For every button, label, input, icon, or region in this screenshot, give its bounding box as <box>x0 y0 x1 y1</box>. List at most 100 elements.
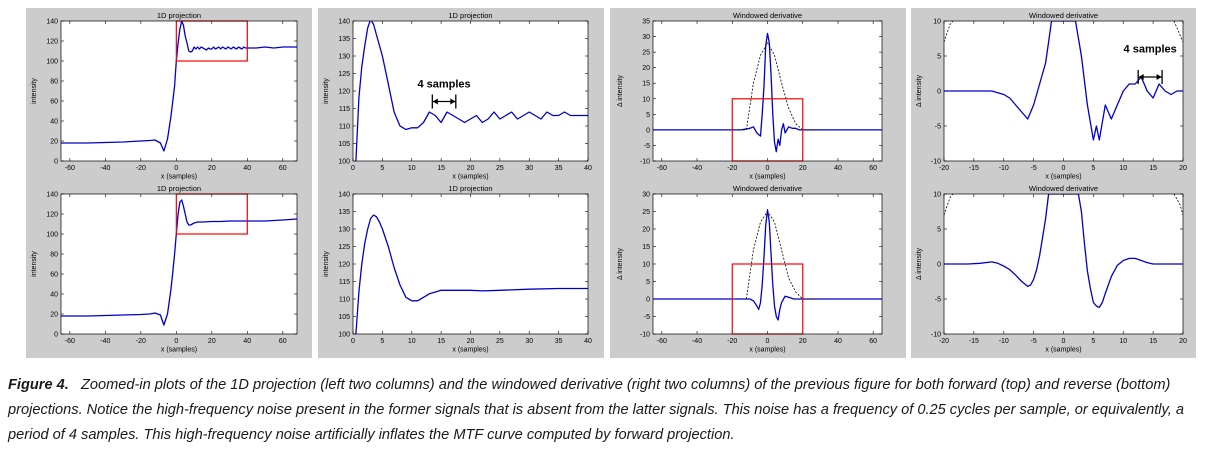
plot-area <box>61 194 297 334</box>
chart-title: Windowed derivative <box>1029 184 1098 193</box>
signal-line <box>653 209 882 321</box>
y-tick-label: 80 <box>50 252 58 259</box>
x-tick-label: 20 <box>1179 338 1187 345</box>
x-tick-label: -15 <box>969 338 979 345</box>
y-tick-label: 20 <box>642 65 650 72</box>
y-tick-label: 5 <box>937 54 941 61</box>
y-tick-label: 10 <box>933 19 941 26</box>
x-tick-label: -20 <box>939 165 949 172</box>
period-annotation: 4 samples <box>1124 44 1177 84</box>
x-axis-label: x (samples) <box>749 347 785 354</box>
window-curve <box>944 194 954 216</box>
y-tick-label: -5 <box>935 297 941 304</box>
y-tick-label: 0 <box>54 159 58 166</box>
x-tick-label: -40 <box>100 338 110 345</box>
x-axis-label: x (samples) <box>161 174 197 181</box>
x-tick-label: 30 <box>525 338 533 345</box>
signal-line <box>355 21 588 161</box>
y-tick-label: 60 <box>50 99 58 106</box>
x-tick-label: -20 <box>727 165 737 172</box>
y-tick-label: 20 <box>50 139 58 146</box>
signal-line <box>61 199 297 326</box>
chart-title: 1D projection <box>448 184 492 193</box>
annotation-arrowhead-right <box>450 98 456 105</box>
x-tick-label: -60 <box>65 338 75 345</box>
axes-frame <box>652 20 883 162</box>
chart-title: Windowed derivative <box>733 184 802 193</box>
figure-label: Figure 4. <box>8 377 69 393</box>
y-tick-label: 0 <box>646 297 650 304</box>
y-axis-label: intensity <box>323 78 330 104</box>
plot-area <box>944 194 1183 334</box>
period-annotation: 4 samples <box>417 79 471 109</box>
x-tick-label: 0 <box>1062 165 1066 172</box>
y-tick-label: 15 <box>642 244 650 251</box>
x-tick-label: 15 <box>437 165 445 172</box>
x-tick-label: -20 <box>727 338 737 345</box>
x-tick-label: 0 <box>766 338 770 345</box>
y-tick-label: 0 <box>54 332 58 339</box>
y-tick-label: -10 <box>640 159 650 166</box>
x-tick-label: -10 <box>999 165 1009 172</box>
x-tick-label: 10 <box>408 338 416 345</box>
x-tick-label: 0 <box>174 165 178 172</box>
y-tick-label: 5 <box>646 279 650 286</box>
y-tick-label: 110 <box>339 297 350 304</box>
y-tick-label: 100 <box>46 59 58 66</box>
x-tick-label: -5 <box>1031 165 1037 172</box>
x-tick-label: 10 <box>408 165 416 172</box>
x-tick-label: -60 <box>657 165 667 172</box>
x-tick-label: -20 <box>136 338 146 345</box>
window-curve <box>1173 194 1183 216</box>
y-tick-label: 130 <box>338 227 350 234</box>
x-tick-label: 20 <box>208 165 216 172</box>
plot-content <box>61 199 297 326</box>
x-axis-label: x (samples) <box>452 174 488 181</box>
x-tick-label: 60 <box>279 165 287 172</box>
y-tick-label: 100 <box>338 159 350 166</box>
x-tick-label: 40 <box>243 338 251 345</box>
y-tick-label: 125 <box>338 244 350 251</box>
x-tick-label: 35 <box>555 165 563 172</box>
plot-area <box>653 21 882 161</box>
x-tick-label: 40 <box>584 165 592 172</box>
x-tick-label: 15 <box>1149 165 1157 172</box>
y-tick-label: 10 <box>933 192 941 199</box>
axes-frame <box>352 20 589 162</box>
y-tick-label: 105 <box>338 314 350 321</box>
x-tick-label: 5 <box>1091 338 1095 345</box>
y-tick-label: 140 <box>338 19 350 26</box>
x-tick-label: 0 <box>1062 338 1066 345</box>
y-tick-label: 0 <box>937 89 941 96</box>
y-tick-label: 10 <box>642 96 650 103</box>
x-tick-label: 15 <box>1149 338 1157 345</box>
y-tick-label: 120 <box>338 89 350 96</box>
x-axis-label: x (samples) <box>161 347 197 354</box>
y-tick-label: 125 <box>338 71 350 78</box>
y-tick-label: 35 <box>642 19 650 26</box>
chart-title: Windowed derivative <box>1029 11 1098 20</box>
x-tick-label: 20 <box>467 165 475 172</box>
y-tick-label: 25 <box>642 209 650 216</box>
y-tick-label: 40 <box>50 119 58 126</box>
window-curve <box>1173 21 1183 43</box>
window-curve <box>739 210 821 300</box>
x-tick-label: 60 <box>869 165 877 172</box>
chart-title: Windowed derivative <box>733 11 802 20</box>
annotation-arrowhead-right <box>1156 74 1162 80</box>
plot-content <box>355 21 588 161</box>
y-tick-label: 0 <box>937 262 941 269</box>
y-tick-label: 100 <box>338 332 350 339</box>
x-axis-label: x (samples) <box>452 347 488 354</box>
x-tick-label: 10 <box>1119 165 1127 172</box>
x-tick-label: 60 <box>869 338 877 345</box>
y-tick-label: 80 <box>50 79 58 86</box>
y-tick-label: -5 <box>644 314 650 321</box>
chart-panel-2: 1D projection 0 5 10 15 20 25 30 35 40 100 105 110 11… <box>318 8 604 185</box>
y-tick-label: 5 <box>937 227 941 234</box>
plot-content <box>61 21 297 152</box>
axes-frame <box>943 193 1184 335</box>
x-tick-label: 35 <box>555 338 563 345</box>
x-tick-label: 25 <box>496 165 504 172</box>
